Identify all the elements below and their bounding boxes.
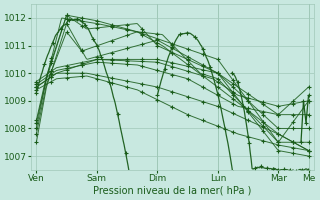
X-axis label: Pression niveau de la mer( hPa ): Pression niveau de la mer( hPa ) bbox=[93, 186, 252, 196]
